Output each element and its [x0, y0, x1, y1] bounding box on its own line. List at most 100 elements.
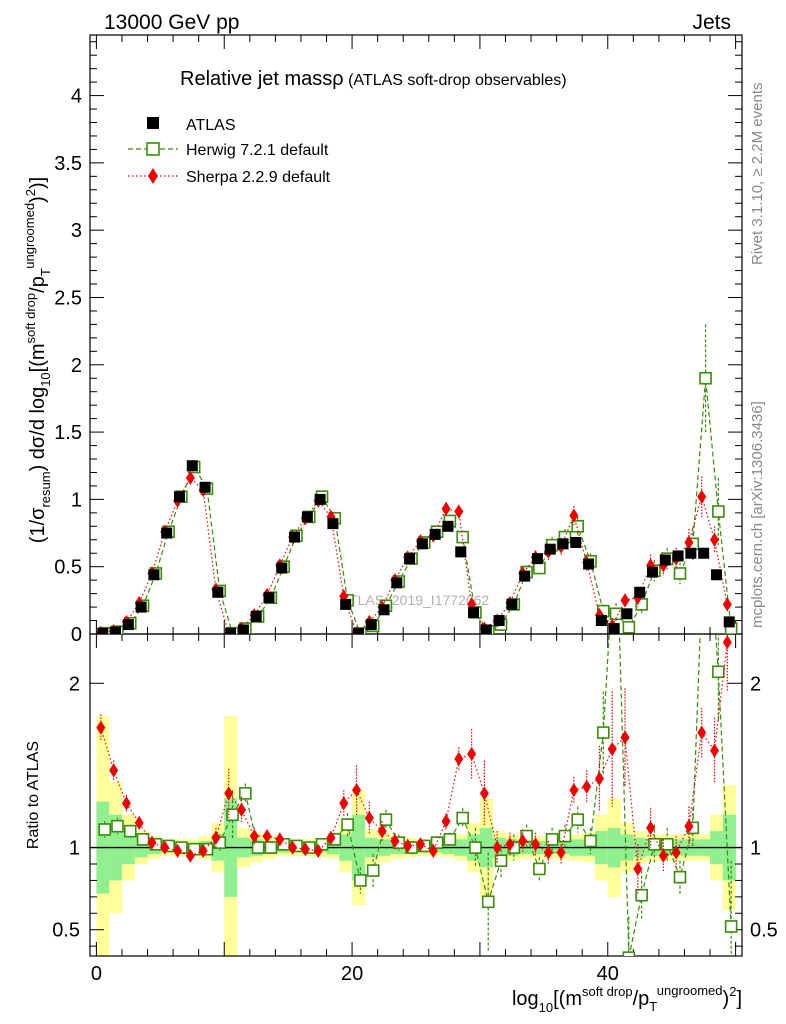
herwig-ratio-point — [533, 862, 546, 876]
herwig-ratio-point — [136, 833, 150, 846]
mcplots-label: mcplots.cern.ch [arXiv:1306.3436] — [749, 401, 766, 628]
y-tick-label-main: 0 — [71, 624, 82, 646]
y-label-part: [(m — [27, 343, 49, 372]
x-axis-label: log10[(msoft drop/pTungroomed)2] — [512, 983, 742, 1015]
herwig-ratio-point — [571, 813, 585, 826]
sherpa-ratio-point — [224, 786, 234, 801]
atlas-main-point — [442, 520, 454, 532]
x-tick-label: 40 — [597, 963, 619, 985]
atlas-main-point — [506, 598, 518, 610]
atlas-main-point — [544, 543, 556, 555]
sherpa-ratio-point — [531, 837, 541, 852]
y-tick-label-ratio: 0.5 — [52, 920, 80, 942]
sherpa-main-point — [569, 508, 579, 523]
atlas-main-point — [122, 619, 134, 631]
sherpa-main-point — [722, 597, 732, 612]
herwig-ratio-point — [379, 813, 393, 826]
sherpa-ratio-point — [428, 843, 438, 858]
x-label-part: 2 — [729, 984, 736, 999]
atlas-main-point — [634, 586, 646, 598]
atlas-main-point — [519, 570, 531, 582]
herwig-ratio-point — [481, 895, 495, 909]
atlas-main-point — [659, 554, 671, 566]
herwig-ratio-point — [648, 837, 661, 851]
sherpa-ratio-point — [722, 635, 732, 650]
y-tick-label-ratio-right: 0.5 — [750, 920, 778, 942]
herwig-ratio-point — [366, 864, 380, 877]
legend: ATLAS Herwig 7.2.1 default Sherpa 2.2.9 … — [128, 117, 331, 186]
y-axis-label-main: (1/σresum) dσ/d log10[(msoft drop/pTungr… — [22, 177, 53, 543]
sherpa-main-point — [710, 532, 720, 547]
sherpa-ratio-point — [160, 840, 170, 855]
atlas-main-point — [365, 619, 377, 631]
herwig-ratio-point — [354, 874, 367, 887]
atlas-main-point — [583, 558, 595, 570]
x-tick-label: 0 — [91, 963, 102, 985]
herwig-ratio-point — [611, 514, 622, 525]
sherpa-ratio-point — [185, 848, 195, 863]
sherpa-ratio-point — [288, 840, 298, 855]
atlas-main-point — [340, 598, 352, 610]
sherpa-ratio-point — [710, 743, 720, 758]
y-label-part: ungroomed — [22, 203, 37, 269]
header-left-label: 13000 GeV pp — [104, 11, 239, 34]
y-tick-label-main: 2.5 — [54, 287, 82, 309]
sherpa-ratio-point — [479, 786, 489, 801]
atlas-main-point — [647, 566, 659, 578]
sherpa-ratio-point — [697, 725, 707, 740]
y-tick-label-ratio: 2 — [69, 673, 80, 695]
sherpa-ratio-point — [582, 779, 592, 794]
sherpa-ratio-point — [620, 730, 630, 745]
herwig-ratio-point — [660, 837, 674, 851]
x-label-part: T — [649, 999, 657, 1014]
herwig-ratio-point — [226, 808, 239, 822]
sherpa-ratio-point — [326, 830, 336, 845]
y-tick-label-main: 2 — [71, 355, 82, 377]
herwig-main-point — [712, 505, 725, 518]
atlas-main-point — [378, 604, 390, 616]
legend-herwig-label: Herwig 7.2.1 default — [186, 142, 329, 159]
atlas-main-point — [570, 536, 582, 548]
atlas-main-point — [391, 577, 403, 589]
atlas-main-point — [723, 616, 735, 628]
sherpa-ratio-point — [518, 834, 528, 848]
herwig-ratio-point — [596, 726, 610, 739]
herwig-ratio-point — [315, 837, 329, 851]
x-label-part: /p — [633, 988, 650, 1010]
atlas-main-point — [314, 493, 326, 505]
sherpa-ratio-point — [109, 763, 119, 778]
atlas-main-point — [97, 627, 109, 634]
x-label-part: log — [512, 988, 539, 1010]
y-label-part: 2 — [23, 189, 38, 196]
herwig-ratio-point — [264, 841, 278, 854]
herwig-ratio-point — [545, 833, 559, 846]
y-label-part: ) dσ/d log — [27, 387, 49, 472]
y-tick-label-main: 1 — [71, 489, 82, 511]
sherpa-ratio-point — [198, 843, 208, 858]
sherpa-ratio-point — [684, 819, 694, 834]
herwig-ratio-point — [187, 842, 201, 856]
atlas-main-point — [289, 531, 301, 543]
y-label-part: 10 — [38, 372, 53, 386]
sherpa-ratio-point — [607, 742, 617, 756]
sherpa-ratio-point — [262, 829, 272, 844]
sherpa-ratio-point — [569, 783, 579, 798]
herwig-ratio-point — [712, 665, 725, 679]
x-label-part: 10 — [539, 1000, 553, 1015]
sherpa-ratio-point — [403, 838, 413, 853]
ratio-plot-frame — [89, 633, 743, 957]
sherpa-ratio-point — [543, 845, 553, 860]
atlas-main-point — [685, 547, 697, 559]
axis-ticks: 00.511.522.533.540.5 0.51 12 20 20 40 — [52, 35, 778, 985]
header-right-label: Jets — [692, 11, 731, 34]
plot-title-main: Relative jet massρ — [180, 68, 344, 90]
atlas-main-point — [110, 626, 122, 634]
sherpa-main-point — [684, 535, 694, 550]
atlas-main-point — [135, 601, 147, 613]
sherpa-ratio-point — [147, 835, 157, 850]
atlas-main-point — [276, 562, 288, 574]
sherpa-ratio-point — [390, 834, 400, 848]
y-tick-label-main: 4 — [71, 86, 82, 108]
atlas-main-point — [595, 615, 607, 627]
